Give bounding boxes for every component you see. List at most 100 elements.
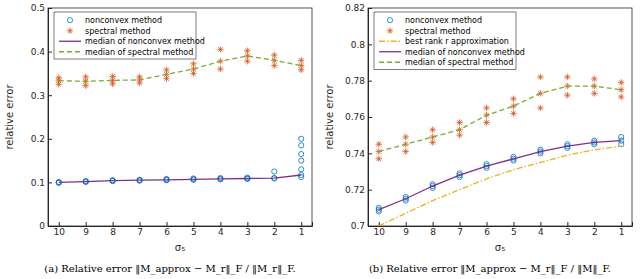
x-tick-label: 5 <box>511 227 517 237</box>
x-tick: 2 <box>592 222 598 237</box>
scatter-point <box>163 67 169 73</box>
scatter-point <box>618 94 624 100</box>
x-tick: 6 <box>164 222 170 237</box>
x-axis: 10987654321 <box>369 222 633 237</box>
scatter-point <box>429 127 435 133</box>
scatter-point <box>191 176 196 181</box>
y-axis: 0.70.720.740.760.780.80.82 <box>345 3 372 231</box>
x-tick: 4 <box>538 222 544 237</box>
x-tick-label: 3 <box>565 227 571 237</box>
y-axis: 00.10.20.30.40.5 <box>31 3 52 231</box>
x-tick-label: 1 <box>299 227 305 237</box>
x-tick: 4 <box>218 222 224 237</box>
legend-label: best rank r approximation <box>405 37 509 46</box>
scatter-point <box>190 61 196 67</box>
legend-marker <box>387 18 392 23</box>
scatter-point <box>456 119 462 125</box>
scatter-series <box>376 74 625 162</box>
legend-marker <box>67 18 72 23</box>
y-axis-title: relative error <box>4 84 15 150</box>
y-tick-mark <box>48 139 52 140</box>
scatter-point <box>271 52 277 58</box>
x-tick: 9 <box>83 222 89 237</box>
legend-line <box>379 41 401 42</box>
y-tick-mark <box>368 81 372 82</box>
scatter-point <box>537 74 543 80</box>
x-tick-mark <box>406 222 407 226</box>
y-tick-label: 0.76 <box>345 112 365 122</box>
legend-label: median of spectral method <box>405 58 513 67</box>
legend-line <box>59 51 81 52</box>
x-tick: 6 <box>484 222 490 237</box>
y-tick: 0.7 <box>351 221 372 231</box>
scatter-point <box>83 74 89 80</box>
y-tick-label: 0.82 <box>345 3 365 13</box>
y-tick: 0 <box>39 221 52 231</box>
x-tick: 7 <box>137 222 143 237</box>
scatter-point <box>510 103 516 109</box>
y-axis-line <box>369 9 373 227</box>
panel: 109876543210.70.720.740.760.780.80.82σ₅r… <box>324 3 633 275</box>
x-tick: 5 <box>191 222 197 237</box>
scatter-series <box>56 136 304 185</box>
x-tick-label: 3 <box>245 227 251 237</box>
x-tick-label: 8 <box>110 227 116 237</box>
scatter-series <box>56 46 305 89</box>
x-tick-mark <box>247 222 248 226</box>
y-tick-label: 0.74 <box>345 149 365 159</box>
y-tick: 0.78 <box>345 76 372 86</box>
legend-label: spectral method <box>405 27 471 36</box>
x-axis-title: σ₅ <box>495 242 505 253</box>
legend-marker <box>387 28 393 34</box>
x-tick-label: 7 <box>457 227 463 237</box>
scatter-point <box>376 205 381 210</box>
series-line <box>379 141 621 210</box>
y-tick: 0.76 <box>345 112 372 122</box>
x-tick: 3 <box>565 222 571 237</box>
scatter-point <box>429 139 435 145</box>
scatter-point <box>403 134 409 140</box>
x-tick-label: 1 <box>619 227 625 237</box>
x-tick-label: 7 <box>137 227 143 237</box>
x-tick-label: 2 <box>272 227 278 237</box>
scatter-point <box>56 75 62 81</box>
plot-frame <box>368 8 632 226</box>
y-tick: 0.1 <box>31 178 52 188</box>
x-tick-label: 10 <box>54 227 66 237</box>
legend-label: nonconvex method <box>85 16 162 25</box>
legend-label: median of nonconvex method <box>405 48 525 57</box>
x-tick: 10 <box>54 222 66 237</box>
scatter-point <box>272 169 277 174</box>
x-tick: 5 <box>511 222 517 237</box>
y-tick-mark <box>48 226 52 227</box>
scatter-point <box>109 73 115 79</box>
x-tick-label: 2 <box>592 227 598 237</box>
scatter-point <box>217 66 223 72</box>
y-tick: 0.82 <box>345 3 372 13</box>
y-tick: 0.74 <box>345 149 372 159</box>
x-tick: 3 <box>245 222 251 237</box>
scatter-point <box>619 134 624 139</box>
y-axis-line <box>49 9 53 227</box>
scatter-point <box>244 48 250 54</box>
y-tick-mark <box>368 8 372 9</box>
legend-marker <box>67 28 73 34</box>
series-line <box>379 146 621 226</box>
plot-frame <box>48 8 312 226</box>
y-tick: 0.5 <box>31 3 52 13</box>
scatter-point <box>218 175 223 180</box>
legend-label: spectral method <box>85 27 151 36</box>
series-line <box>379 86 621 151</box>
scatter-point <box>245 175 250 180</box>
scatter-point <box>217 46 223 52</box>
x-tick-mark <box>167 222 168 226</box>
y-tick-mark <box>48 8 52 9</box>
legend-box <box>374 12 516 70</box>
y-tick-mark <box>368 153 372 154</box>
x-tick-mark <box>59 222 60 226</box>
x-tick: 2 <box>272 222 278 237</box>
x-tick: 7 <box>457 222 463 237</box>
figure: 1098765432100.10.20.30.40.5σ₅relative er… <box>0 0 640 279</box>
scatter-point <box>164 176 169 181</box>
plot-area <box>56 46 305 185</box>
